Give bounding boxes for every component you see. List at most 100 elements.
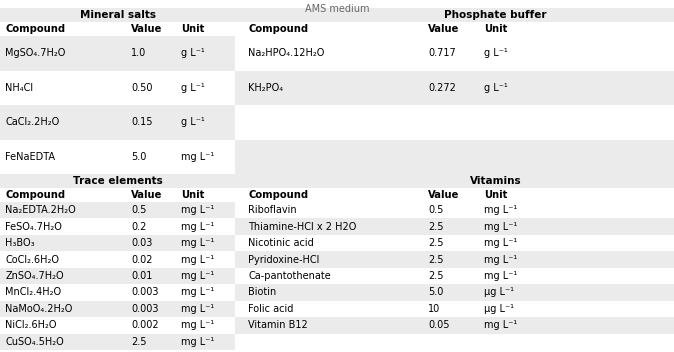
Text: 2.5: 2.5 bbox=[428, 271, 443, 281]
Text: KH₂PO₄: KH₂PO₄ bbox=[248, 83, 283, 93]
Text: 2.5: 2.5 bbox=[428, 254, 443, 265]
Text: CoCl₂.6H₂O: CoCl₂.6H₂O bbox=[5, 254, 59, 265]
Text: Unit: Unit bbox=[181, 24, 204, 34]
Text: 2.5: 2.5 bbox=[428, 238, 443, 248]
Text: 0.05: 0.05 bbox=[428, 320, 450, 330]
Text: 0.01: 0.01 bbox=[131, 271, 153, 281]
Bar bbox=[235, 284, 674, 301]
Text: 2.5: 2.5 bbox=[131, 337, 147, 347]
Text: Value: Value bbox=[131, 24, 163, 34]
Text: g L⁻¹: g L⁻¹ bbox=[484, 83, 508, 93]
Text: FeNaEDTA: FeNaEDTA bbox=[5, 152, 55, 162]
Text: ZnSO₄.7H₂O: ZnSO₄.7H₂O bbox=[5, 271, 64, 281]
Text: 10: 10 bbox=[428, 304, 440, 314]
Text: Nicotinic acid: Nicotinic acid bbox=[248, 238, 314, 248]
Text: 0.03: 0.03 bbox=[131, 238, 153, 248]
Text: 0.003: 0.003 bbox=[131, 288, 159, 297]
Text: 0.5: 0.5 bbox=[428, 205, 443, 215]
Text: AMS medium: AMS medium bbox=[305, 4, 369, 14]
Text: Compound: Compound bbox=[248, 24, 308, 34]
Text: 0.5: 0.5 bbox=[131, 205, 147, 215]
Text: 5.0: 5.0 bbox=[131, 152, 147, 162]
Text: Value: Value bbox=[428, 190, 460, 200]
Text: 1.0: 1.0 bbox=[131, 48, 147, 58]
Bar bbox=[235, 334, 674, 350]
Bar bbox=[0, 139, 235, 174]
Text: Mineral salts: Mineral salts bbox=[80, 10, 156, 20]
Text: μg L⁻¹: μg L⁻¹ bbox=[484, 288, 514, 297]
Bar bbox=[235, 317, 674, 334]
Bar bbox=[235, 301, 674, 317]
Bar bbox=[0, 70, 235, 105]
Text: 0.15: 0.15 bbox=[131, 117, 153, 127]
Bar bbox=[235, 36, 674, 70]
Bar bbox=[235, 70, 674, 105]
Text: Biotin: Biotin bbox=[248, 288, 276, 297]
Text: Na₂EDTA.2H₂O: Na₂EDTA.2H₂O bbox=[5, 205, 76, 215]
Text: mg L⁻¹: mg L⁻¹ bbox=[181, 304, 214, 314]
Text: Unit: Unit bbox=[181, 190, 204, 200]
Bar bbox=[0, 284, 235, 301]
Bar bbox=[0, 301, 235, 317]
Text: mg L⁻¹: mg L⁻¹ bbox=[181, 152, 214, 162]
Text: g L⁻¹: g L⁻¹ bbox=[181, 117, 204, 127]
Text: μg L⁻¹: μg L⁻¹ bbox=[484, 304, 514, 314]
Text: 0.003: 0.003 bbox=[131, 304, 159, 314]
Text: 0.272: 0.272 bbox=[428, 83, 456, 93]
Text: Riboflavin: Riboflavin bbox=[248, 205, 297, 215]
Text: Compound: Compound bbox=[5, 190, 65, 200]
Text: Compound: Compound bbox=[5, 24, 65, 34]
Text: Phosphate buffer: Phosphate buffer bbox=[444, 10, 547, 20]
Bar bbox=[0, 219, 235, 235]
Text: mg L⁻¹: mg L⁻¹ bbox=[484, 205, 517, 215]
Text: mg L⁻¹: mg L⁻¹ bbox=[484, 222, 517, 232]
Text: 0.002: 0.002 bbox=[131, 320, 159, 330]
Text: mg L⁻¹: mg L⁻¹ bbox=[181, 205, 214, 215]
Text: MgSO₄.7H₂O: MgSO₄.7H₂O bbox=[5, 48, 66, 58]
Text: Pyridoxine-HCl: Pyridoxine-HCl bbox=[248, 254, 319, 265]
Text: mg L⁻¹: mg L⁻¹ bbox=[484, 238, 517, 248]
Bar bbox=[0, 235, 235, 251]
Bar bbox=[0, 268, 235, 284]
Text: 0.50: 0.50 bbox=[131, 83, 153, 93]
Text: Vitamins: Vitamins bbox=[470, 176, 521, 186]
Text: mg L⁻¹: mg L⁻¹ bbox=[181, 337, 214, 347]
Text: CuSO₄.5H₂O: CuSO₄.5H₂O bbox=[5, 337, 64, 347]
Text: Trace elements: Trace elements bbox=[73, 176, 163, 186]
Text: mg L⁻¹: mg L⁻¹ bbox=[484, 254, 517, 265]
Text: mg L⁻¹: mg L⁻¹ bbox=[181, 271, 214, 281]
Text: mg L⁻¹: mg L⁻¹ bbox=[181, 320, 214, 330]
Text: Unit: Unit bbox=[484, 190, 508, 200]
Bar bbox=[235, 219, 674, 235]
Text: mg L⁻¹: mg L⁻¹ bbox=[181, 222, 214, 232]
Text: mg L⁻¹: mg L⁻¹ bbox=[181, 288, 214, 297]
Text: Value: Value bbox=[428, 24, 460, 34]
Text: MnCl₂.4H₂O: MnCl₂.4H₂O bbox=[5, 288, 61, 297]
Text: mg L⁻¹: mg L⁻¹ bbox=[181, 254, 214, 265]
Text: Na₂HPO₄.12H₂O: Na₂HPO₄.12H₂O bbox=[248, 48, 324, 58]
Text: mg L⁻¹: mg L⁻¹ bbox=[484, 271, 517, 281]
Bar bbox=[235, 139, 674, 174]
Text: g L⁻¹: g L⁻¹ bbox=[484, 48, 508, 58]
Text: 2.5: 2.5 bbox=[428, 222, 443, 232]
Text: g L⁻¹: g L⁻¹ bbox=[181, 48, 204, 58]
Bar bbox=[0, 317, 235, 334]
Bar bbox=[235, 105, 674, 139]
Bar bbox=[0, 22, 674, 36]
Text: NaMoO₄.2H₂O: NaMoO₄.2H₂O bbox=[5, 304, 73, 314]
Bar bbox=[0, 202, 235, 219]
Text: Thiamine-HCl x 2 H2O: Thiamine-HCl x 2 H2O bbox=[248, 222, 357, 232]
Text: g L⁻¹: g L⁻¹ bbox=[181, 83, 204, 93]
Text: CaCl₂.2H₂O: CaCl₂.2H₂O bbox=[5, 117, 59, 127]
Text: NiCl₂.6H₂O: NiCl₂.6H₂O bbox=[5, 320, 57, 330]
Text: 0.717: 0.717 bbox=[428, 48, 456, 58]
Text: Value: Value bbox=[131, 190, 163, 200]
Text: Folic acid: Folic acid bbox=[248, 304, 293, 314]
Bar bbox=[0, 105, 235, 139]
Text: Compound: Compound bbox=[248, 190, 308, 200]
Bar bbox=[0, 36, 235, 70]
Text: 0.02: 0.02 bbox=[131, 254, 153, 265]
Text: mg L⁻¹: mg L⁻¹ bbox=[484, 320, 517, 330]
Bar bbox=[0, 251, 235, 268]
Text: Ca-pantothenate: Ca-pantothenate bbox=[248, 271, 331, 281]
